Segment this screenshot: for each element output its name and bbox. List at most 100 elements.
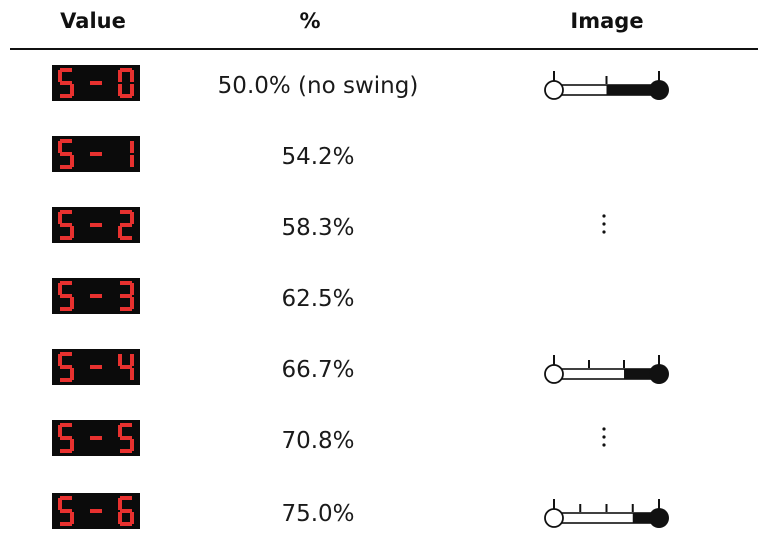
image-cell [542, 348, 672, 388]
led-display [52, 420, 140, 456]
led-segment [60, 522, 72, 526]
led-segment [60, 139, 72, 143]
header-percent: % [299, 9, 321, 33]
table-row: 54.2% [0, 135, 758, 175]
led-segment [60, 165, 72, 169]
led-digits [58, 281, 134, 311]
percent-value: 54.2% [281, 144, 355, 170]
led-segment [130, 70, 134, 82]
header-image: Image [570, 9, 644, 33]
image-cell [542, 135, 672, 175]
led-segment [70, 439, 74, 451]
led-segment [120, 496, 132, 500]
led-segment [118, 84, 122, 96]
led-segment [118, 512, 122, 524]
image-cell [542, 206, 672, 246]
led-segment [120, 294, 132, 298]
swing-slider-icon [544, 355, 669, 384]
led-segment [60, 496, 72, 500]
led-digits [58, 68, 134, 98]
led-segment [118, 354, 122, 366]
percent-value: 75.0% [281, 501, 355, 527]
slider-fill [606, 85, 659, 95]
led-segment [58, 498, 62, 510]
led-display [52, 136, 140, 172]
led-segment [60, 365, 72, 369]
led-segment [60, 294, 72, 298]
led-display [52, 207, 140, 243]
led-segment [90, 81, 102, 85]
led-segment [90, 436, 102, 440]
ellipsis-dot [602, 230, 606, 234]
led-segment [70, 512, 74, 524]
slider-fill [632, 513, 659, 523]
led-segment [70, 368, 74, 380]
ellipsis-dot [602, 427, 606, 431]
table-header: Value % Image [0, 0, 758, 48]
led-segment [60, 81, 72, 85]
led-segment [130, 141, 134, 153]
led-segment [130, 512, 134, 524]
led-display [52, 65, 140, 101]
led-segment [60, 68, 72, 72]
led-segment [120, 449, 132, 453]
ellipsis-dot [602, 443, 606, 447]
led-segment [120, 423, 132, 427]
table-row: 50.0% (no swing) [0, 64, 758, 104]
led-segment [130, 439, 134, 451]
ellipsis-dot [602, 435, 606, 439]
led-segment [120, 236, 132, 240]
led-segment [60, 509, 72, 513]
led-segment [70, 84, 74, 96]
led-segment [58, 212, 62, 224]
led-segment [60, 236, 72, 240]
led-segment [120, 365, 132, 369]
image-cell [542, 492, 672, 532]
led-segment [58, 354, 62, 366]
led-digits [58, 352, 134, 382]
led-segment [120, 210, 132, 214]
led-segment [60, 210, 72, 214]
led-segment [120, 94, 132, 98]
led-segment [60, 436, 72, 440]
led-segment [60, 378, 72, 382]
led-segment [60, 423, 72, 427]
led-segment [118, 70, 122, 82]
led-digits [58, 496, 134, 526]
led-segment [118, 425, 122, 437]
led-digits [58, 423, 134, 453]
led-segment [120, 509, 132, 513]
slider-fill [624, 369, 659, 379]
table-row: 58.3% [0, 206, 758, 246]
image-cell [542, 419, 672, 459]
led-segment [90, 509, 102, 513]
slider-end-knob [649, 80, 669, 100]
image-cell [542, 277, 672, 317]
led-segment [60, 94, 72, 98]
led-segment [118, 226, 122, 238]
led-segment [58, 141, 62, 153]
led-segment [70, 226, 74, 238]
led-segment [130, 368, 134, 380]
slider-end-knob [649, 508, 669, 528]
led-digits [58, 210, 134, 240]
percent-value: 50.0% (no swing) [217, 73, 419, 99]
led-segment [60, 352, 72, 356]
slider-start-knob [544, 364, 564, 384]
led-display [52, 349, 140, 385]
led-segment [60, 152, 72, 156]
slider-start-knob [544, 508, 564, 528]
led-segment [130, 84, 134, 96]
ellipsis-icon [602, 427, 606, 447]
led-segment [130, 354, 134, 366]
led-segment [120, 281, 132, 285]
header-rule [10, 48, 758, 50]
led-segment [90, 365, 102, 369]
percent-value: 62.5% [281, 286, 355, 312]
led-digits [58, 139, 134, 169]
led-segment [58, 283, 62, 295]
table-row: 66.7% [0, 348, 758, 388]
header-value: Value [60, 9, 126, 33]
led-segment [118, 498, 122, 510]
swing-slider-icon [544, 499, 669, 528]
